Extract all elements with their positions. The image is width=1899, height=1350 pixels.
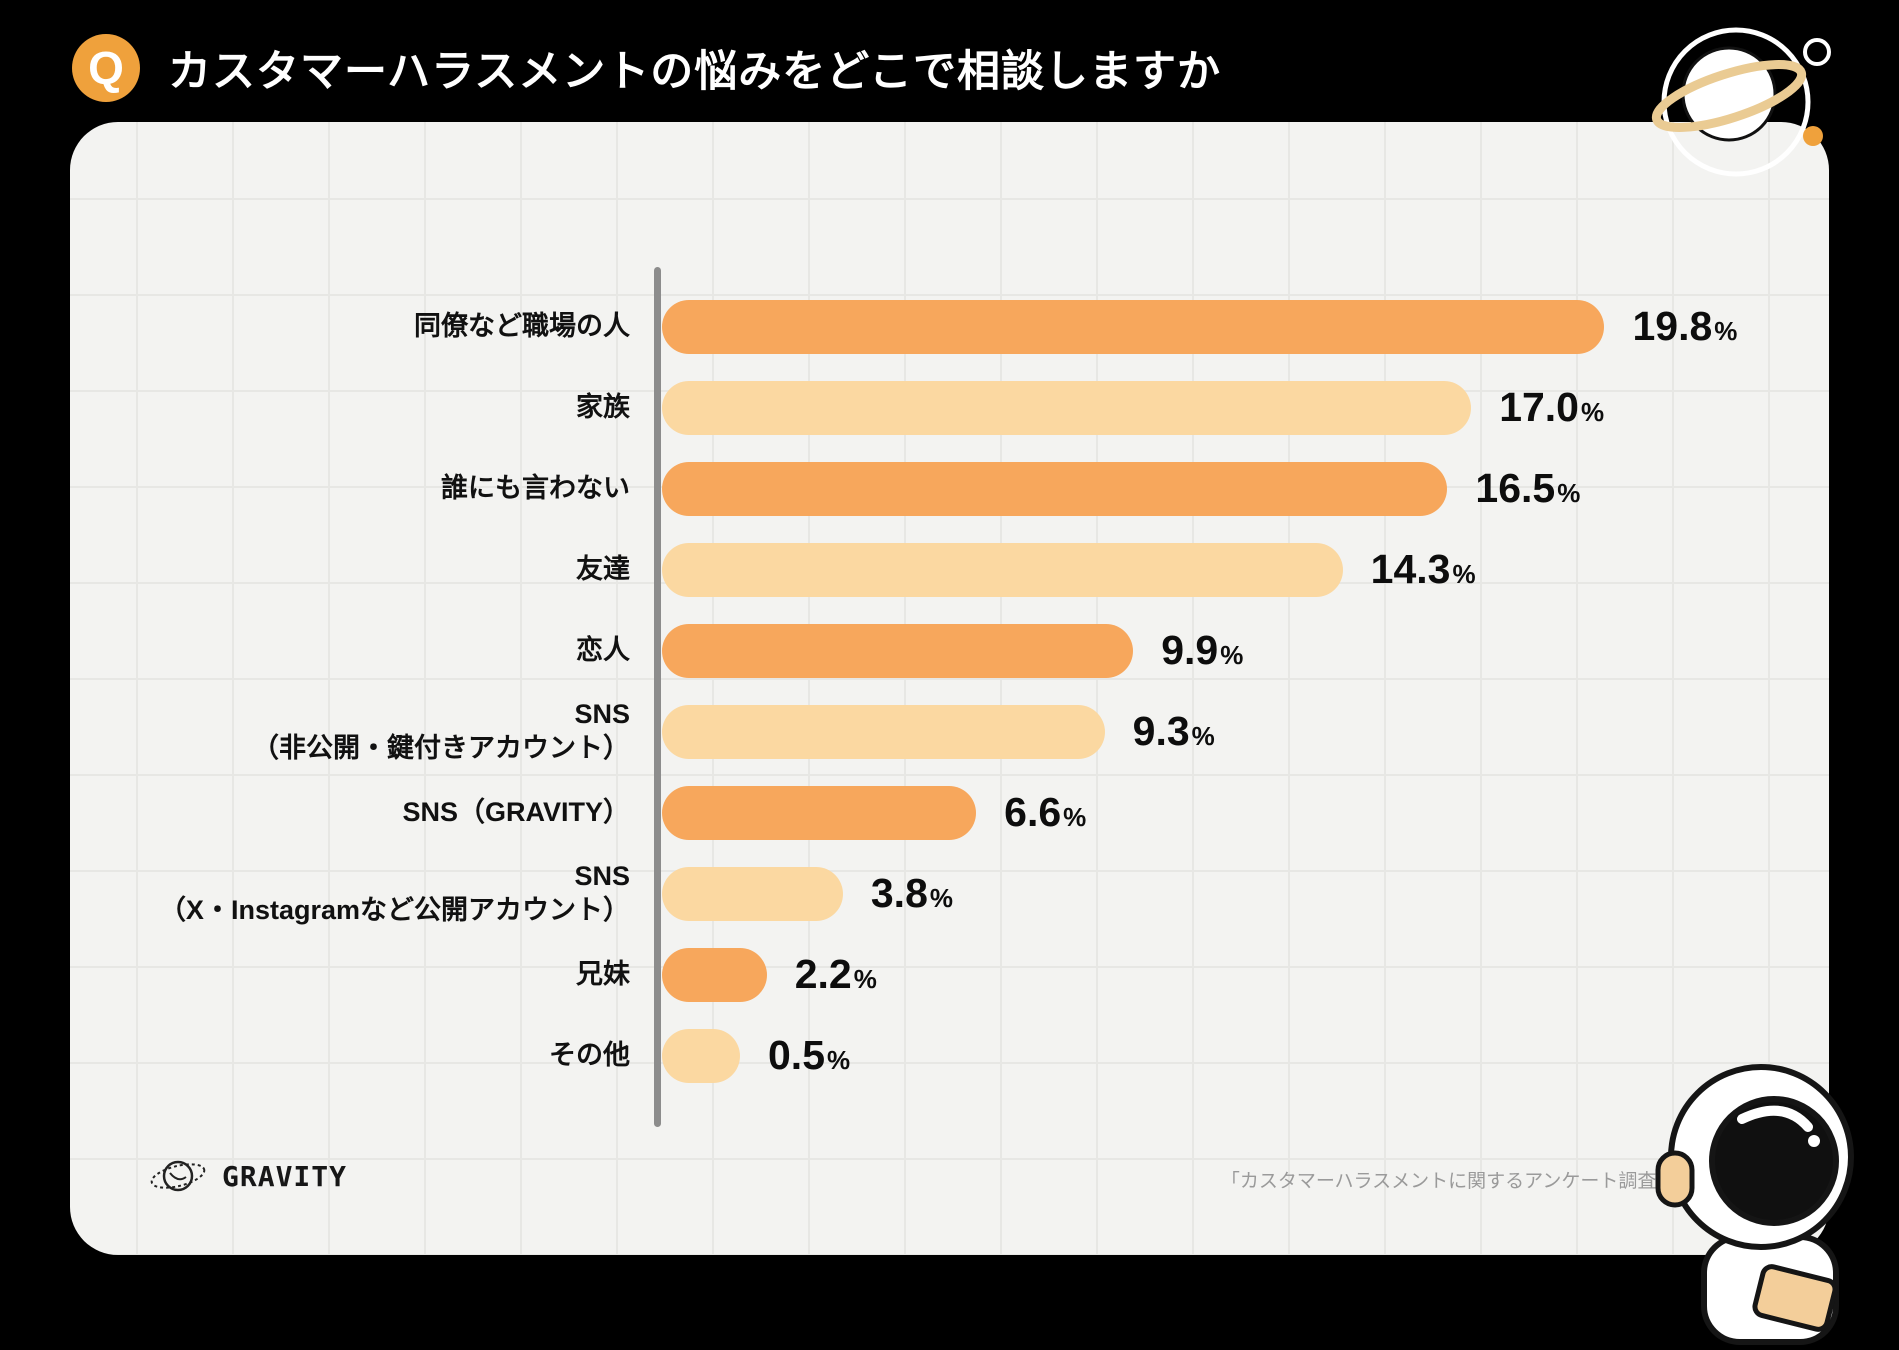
value-label: 16.5% [1475,465,1581,511]
category-label: SNS （非公開・鍵付きアカウント） [252,698,630,763]
brand-logo: GRAVITY [148,1153,347,1199]
bar [662,785,977,840]
category-label: その他 [549,1039,630,1070]
bar-track: 17.0% [662,380,1605,435]
chart-row: SNS（GRAVITY） 6.6% [70,772,1829,853]
bar-track: 9.9% [662,623,1244,678]
bar-track: 0.5% [662,1028,851,1083]
category-label: SNS（GRAVITY） [402,796,630,827]
bar-track: 16.5% [662,461,1581,516]
chart-row: SNS （非公開・鍵付きアカウント） 9.3% [70,691,1829,772]
bar-track: 3.8% [662,866,953,921]
chart-row: 恋人 9.9% [70,610,1829,691]
value-label: 17.0% [1499,384,1605,430]
chart-row: 家族 17.0% [70,367,1829,448]
bar [662,1028,740,1083]
planet-logo-icon [150,1160,206,1192]
header: Q カスタマーハラスメントの悩みをどこで相談しますか [72,34,1221,102]
value-label: 9.9% [1161,627,1244,673]
category-label: 恋人 [576,634,630,665]
category-label: 家族 [576,391,630,422]
bar [662,299,1605,354]
chart-row: 友達 14.3% [70,529,1829,610]
value-label: 2.2% [794,951,877,997]
survey-source-note: 「カスタマーハラスメントに関するアンケート調査」 n=182 [1220,1171,1734,1192]
category-label: 同僚など職場の人 [414,310,630,341]
chart-row: その他 0.5% [70,1015,1829,1096]
category-label: 友達 [576,553,630,584]
bar-track: 14.3% [662,542,1476,597]
bar [662,704,1105,759]
chart-axis-line [654,267,661,1127]
astronaut-illustration [1646,1045,1881,1350]
brand-name: GRAVITY [222,1159,348,1193]
bar-track: 6.6% [662,785,1087,840]
question-badge: Q [72,34,140,102]
bar [662,623,1134,678]
bar [662,542,1343,597]
bar [662,380,1472,435]
chart-row: SNS （X・Instagramなど公開アカウント） 3.8% [70,853,1829,934]
value-label: 19.8% [1632,303,1738,349]
bar-track: 9.3% [662,704,1215,759]
bar-track: 2.2% [662,947,877,1002]
saturn-illustration [1639,14,1844,194]
chart-row: 兄妹 2.2% [70,934,1829,1015]
page-title: カスタマーハラスメントの悩みをどこで相談しますか [168,48,1221,96]
value-label: 6.6% [1004,789,1087,835]
value-label: 9.3% [1132,708,1215,754]
category-label: 誰にも言わない [441,472,630,503]
saturn-icon [1651,27,1831,177]
bar [662,947,767,1002]
value-label: 3.8% [870,870,953,916]
bar [662,866,843,921]
astronaut-icon [1655,1064,1854,1345]
chart-row: 誰にも言わない 16.5% [70,448,1829,529]
category-label: SNS （X・Instagramなど公開アカウント） [158,860,630,925]
chart-card: 同僚など職場の人 19.8% 家族 17.0% 誰にも言わない 16.5% 友達 14.3% 恋… [70,122,1829,1255]
bar-chart: 同僚など職場の人 19.8% 家族 17.0% 誰にも言わない 16.5% 友達 14.3% 恋… [70,286,1829,1096]
bar-track: 19.8% [662,299,1738,354]
chart-row: 同僚など職場の人 19.8% [70,286,1829,367]
bar [662,461,1448,516]
value-label: 14.3% [1370,546,1476,592]
value-label: 0.5% [768,1032,851,1078]
category-label: 兄妹 [576,958,630,989]
